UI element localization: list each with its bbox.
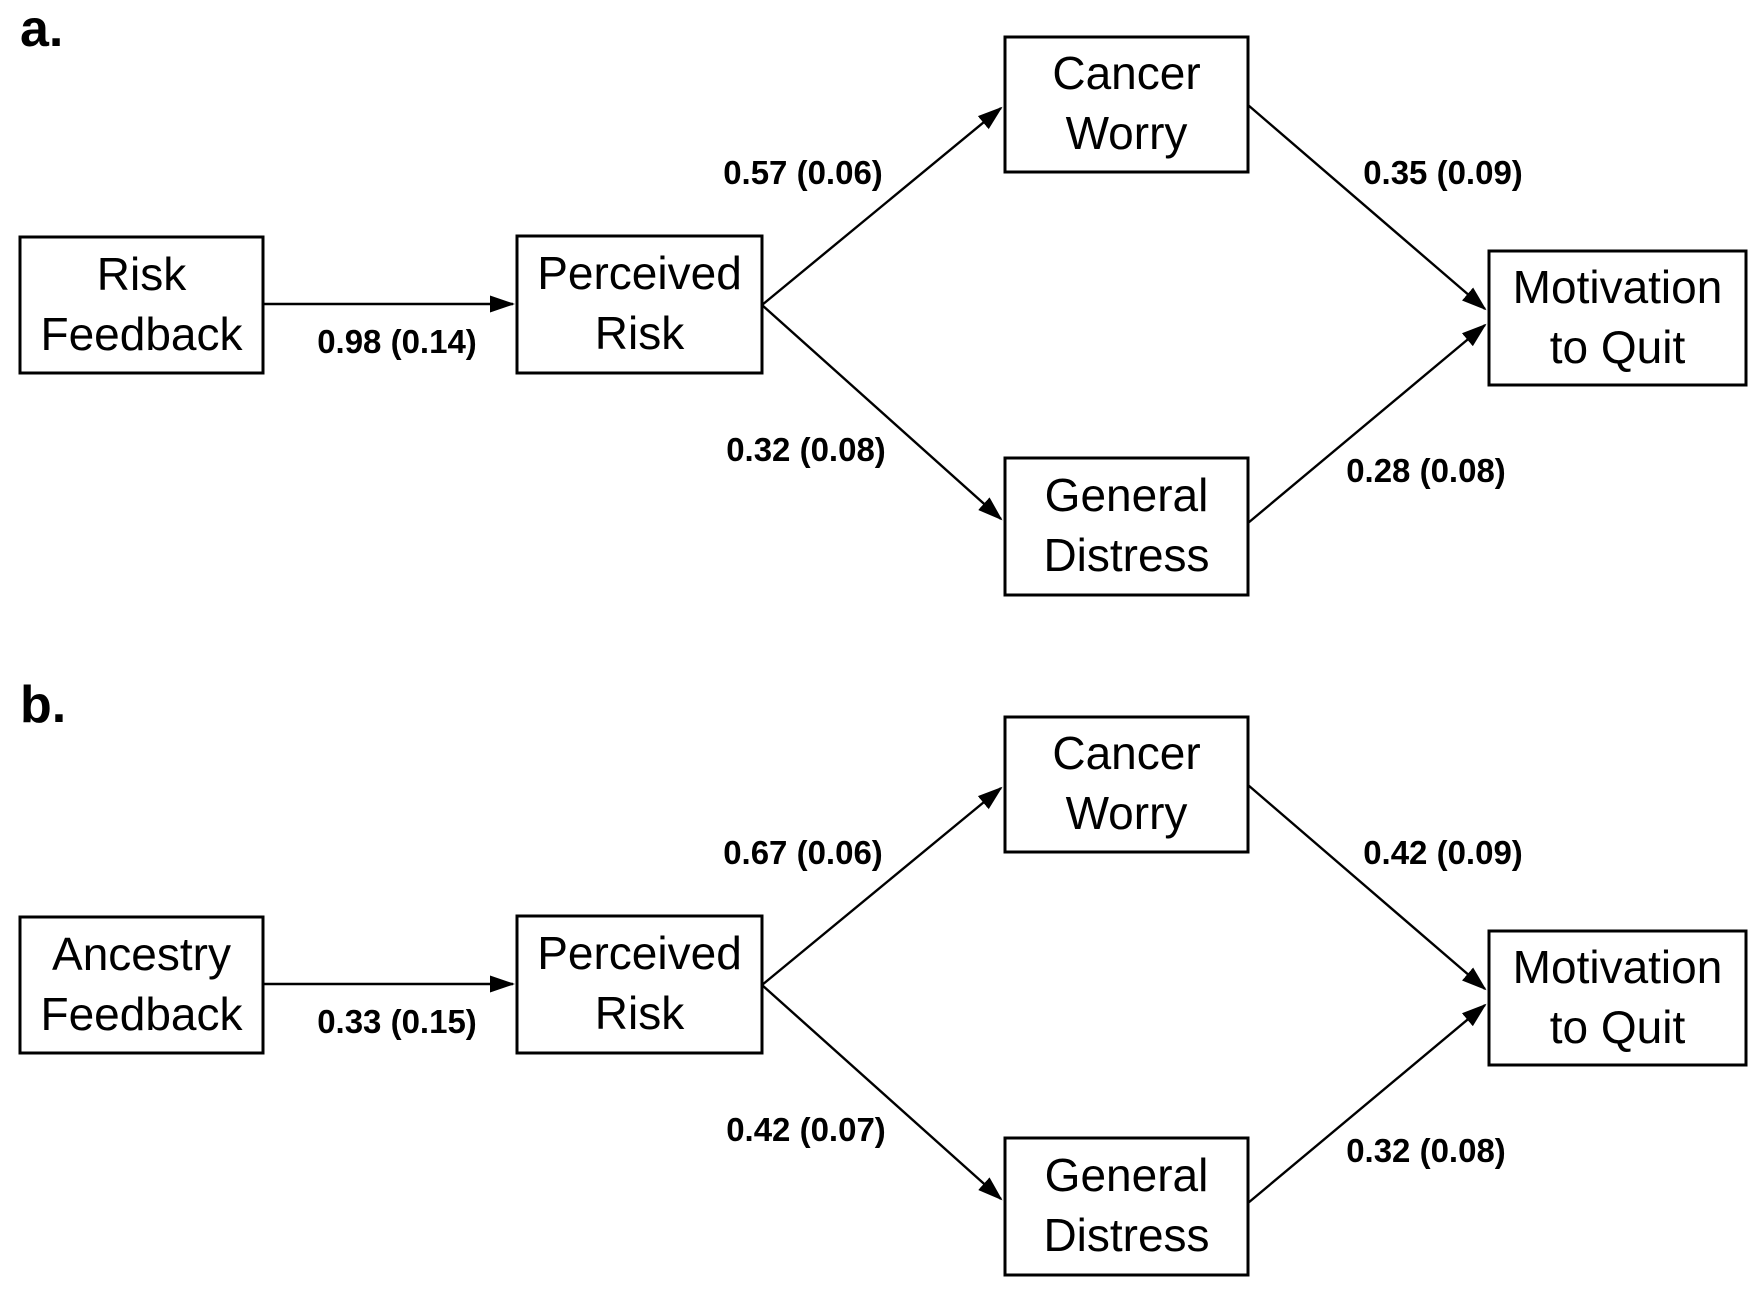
panel-a-label: a. xyxy=(20,0,63,58)
edge-b-cancer-worry-to-motivation-to-quit xyxy=(1247,784,1487,991)
node-label-line: Perceived xyxy=(537,247,742,299)
node-label-line: Ancestry xyxy=(52,928,231,980)
panel-b-label: b. xyxy=(20,676,66,734)
node-a-general-distress: General Distress xyxy=(1003,456,1250,597)
edge-a-general-distress-to-motivation-to-quit xyxy=(1247,323,1487,524)
node-label-line: Perceived xyxy=(537,927,742,979)
node-label-line: Worry xyxy=(1066,107,1188,159)
edge-a-label-worry-motivation: 0.35 (0.09) xyxy=(1363,154,1523,191)
node-label-line: to Quit xyxy=(1550,1001,1686,1053)
node-box xyxy=(1003,35,1250,174)
node-a-motivation-to-quit: Motivation to Quit xyxy=(1487,249,1748,387)
node-label-line: Cancer xyxy=(1052,47,1200,99)
edge-a-cancer-worry-to-motivation-to-quit xyxy=(1247,104,1487,311)
node-label-line: Motivation xyxy=(1513,941,1723,993)
node-b-general-distress: General Distress xyxy=(1003,1136,1250,1277)
node-label-line: General xyxy=(1045,469,1209,521)
edge-b-general-distress-to-motivation-to-quit xyxy=(1247,1003,1487,1204)
edge-a-label-distress-motivation: 0.28 (0.08) xyxy=(1346,452,1506,489)
edge-b-label-perceived-distress: 0.42 (0.07) xyxy=(726,1111,886,1148)
node-b-motivation-to-quit: Motivation to Quit xyxy=(1487,929,1748,1067)
edge-a-label-perceived-worry: 0.57 (0.06) xyxy=(723,154,883,191)
node-label-line: Distress xyxy=(1043,1209,1209,1261)
node-box xyxy=(18,915,265,1055)
panel-a: a. 0.98 (0.14) 0.57 (0.06) 0.32 (0.08) 0… xyxy=(18,0,1748,597)
node-label-line: Risk xyxy=(97,248,187,300)
node-b-cancer-worry: Cancer Worry xyxy=(1003,715,1250,854)
edge-a-label-feedback-perceived: 0.98 (0.14) xyxy=(317,323,477,360)
node-label-line: Risk xyxy=(595,987,685,1039)
node-label-line: General xyxy=(1045,1149,1209,1201)
edge-b-label-feedback-perceived: 0.33 (0.15) xyxy=(317,1003,477,1040)
node-label-line: Feedback xyxy=(40,308,243,360)
edge-b-perceived-risk-to-general-distress xyxy=(761,984,1003,1201)
node-b-ancestry-feedback: Ancestry Feedback xyxy=(18,915,265,1055)
node-box xyxy=(1487,929,1748,1067)
edge-b-label-distress-motivation: 0.32 (0.08) xyxy=(1346,1132,1506,1169)
node-box xyxy=(1003,1136,1250,1277)
node-box xyxy=(515,234,764,375)
node-box xyxy=(515,914,764,1055)
node-label-line: Feedback xyxy=(40,988,243,1040)
node-label-line: Worry xyxy=(1066,787,1188,839)
node-box xyxy=(1487,249,1748,387)
edge-b-label-worry-motivation: 0.42 (0.09) xyxy=(1363,834,1523,871)
node-label-line: to Quit xyxy=(1550,321,1686,373)
edge-a-perceived-risk-to-general-distress xyxy=(761,304,1003,521)
node-a-cancer-worry: Cancer Worry xyxy=(1003,35,1250,174)
node-a-risk-feedback: Risk Feedback xyxy=(18,235,265,375)
node-label-line: Risk xyxy=(595,307,685,359)
node-box xyxy=(18,235,265,375)
node-label-line: Distress xyxy=(1043,529,1209,581)
node-label-line: Cancer xyxy=(1052,727,1200,779)
node-box xyxy=(1003,715,1250,854)
node-a-perceived-risk: Perceived Risk xyxy=(515,234,764,375)
edge-a-perceived-risk-to-cancer-worry xyxy=(761,106,1003,306)
edge-b-label-perceived-worry: 0.67 (0.06) xyxy=(723,834,883,871)
node-box xyxy=(1003,456,1250,597)
node-b-perceived-risk: Perceived Risk xyxy=(515,914,764,1055)
edge-a-label-perceived-distress: 0.32 (0.08) xyxy=(726,431,886,468)
node-label-line: Motivation xyxy=(1513,261,1723,313)
edge-b-perceived-risk-to-cancer-worry xyxy=(761,786,1003,986)
panel-b: b. 0.33 (0.15) 0.67 (0.06) 0.42 (0.07) 0… xyxy=(18,676,1748,1277)
